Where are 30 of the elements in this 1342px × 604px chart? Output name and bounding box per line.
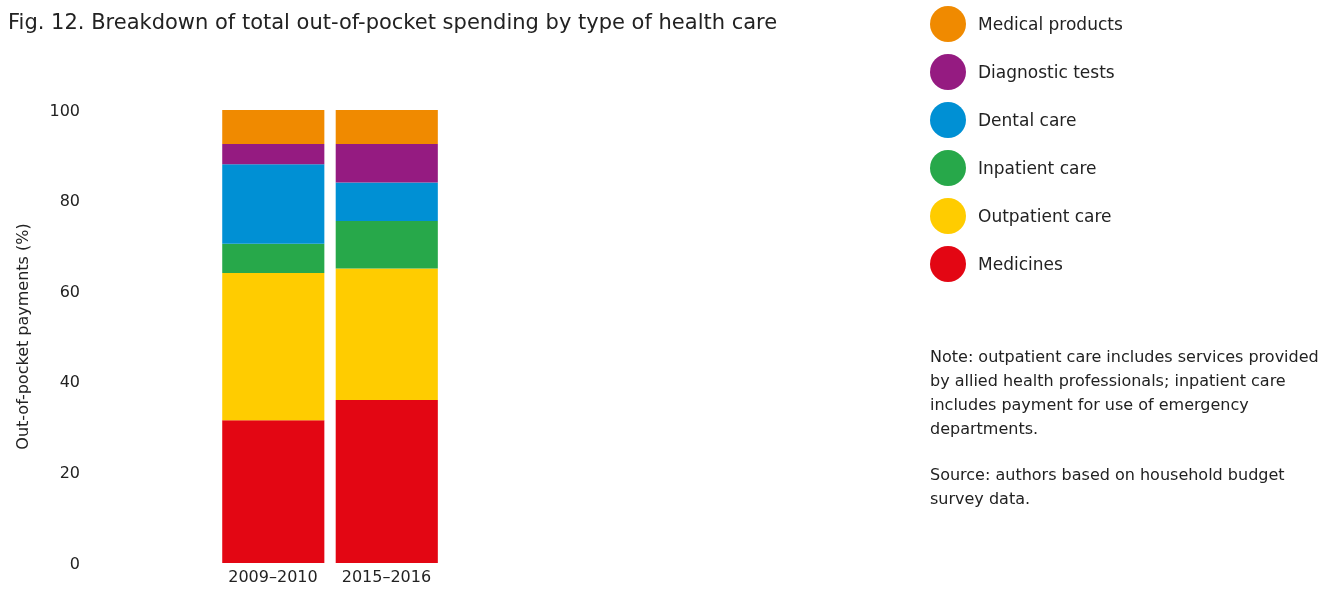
bar: [335, 110, 438, 144]
y-tick-label: 60: [59, 281, 80, 301]
legend-label: Inpatient care: [978, 158, 1097, 178]
x-tick-label: 2009–2010: [228, 567, 318, 587]
bar: [222, 110, 325, 144]
bar: [222, 273, 325, 421]
x-tick-label: 2015–2016: [341, 567, 432, 587]
y-tick-label: 0: [69, 553, 80, 573]
y-axis-title: Out-of-pocket payments (%): [12, 223, 32, 450]
source-note: Source: authors based on household budget survey data.: [930, 464, 1286, 510]
legend-label: Medical products: [978, 14, 1123, 34]
legend-label: Dental care: [978, 110, 1077, 130]
bar: [335, 182, 438, 221]
bar: [222, 420, 325, 563]
bar: [335, 220, 438, 269]
bar: [222, 143, 325, 165]
y-tick-label: 80: [59, 191, 80, 211]
legend-label: Outpatient care: [978, 206, 1112, 226]
text: Note: outpatient care includes services provided by allied health professionals; inpatient care includes payment for use of emergency departments.: [930, 346, 1320, 440]
bar: [222, 164, 325, 244]
legend-label: Diagnostic tests: [978, 62, 1115, 82]
legend-label: Medicines: [978, 254, 1063, 274]
y-tick-label: 100: [49, 100, 80, 120]
y-tick-label: 20: [59, 463, 80, 483]
bar: [335, 143, 438, 183]
y-tick-label: 40: [59, 372, 80, 392]
bar: [335, 268, 438, 400]
chart-title: Fig. 12. Breakdown of total out-of-pocket spending by type of health care: [8, 10, 778, 34]
bar: [335, 399, 438, 563]
bar: [222, 243, 325, 274]
